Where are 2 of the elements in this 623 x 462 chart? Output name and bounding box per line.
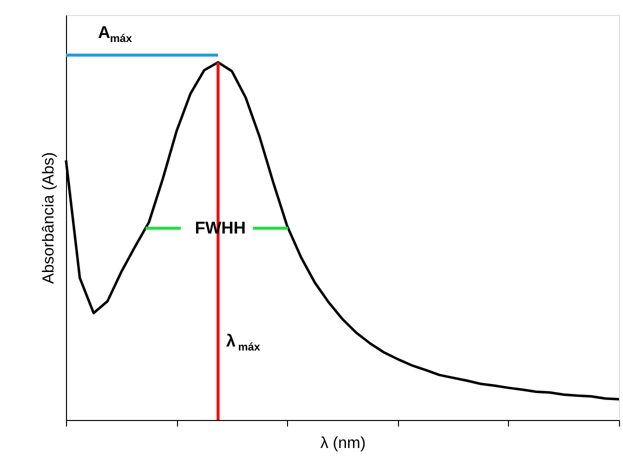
x-axis-title: λ (nm) [320,435,366,452]
y-axis-title: Absorbância (Abs) [40,152,58,284]
